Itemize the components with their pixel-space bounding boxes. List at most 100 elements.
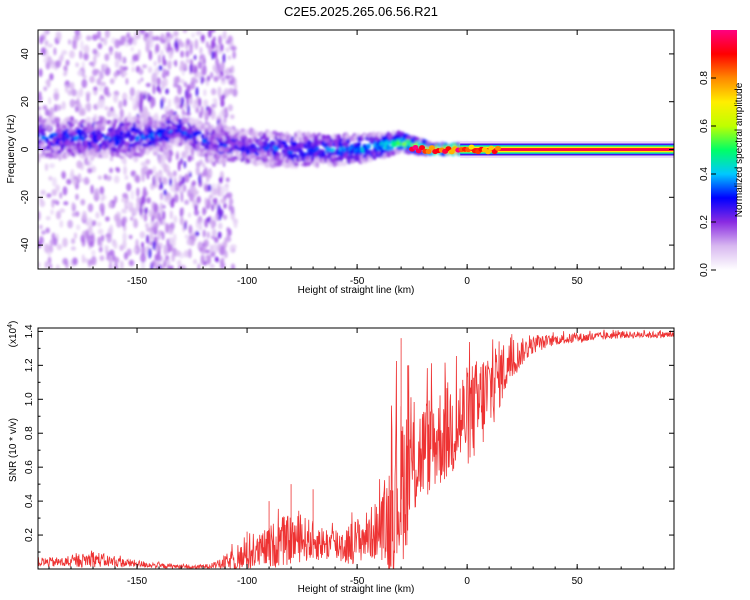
spectrogram-noise-cell [176,260,182,266]
spectrogram-noise-cell [92,48,98,55]
spectrogram-streak-cell [189,43,193,55]
colorbar-tick-label: 0.4 [699,167,710,181]
spectrogram-noise-cell [145,227,152,233]
spectrogram-noise-cell [123,165,127,176]
spectrogram-ridge-cell [185,145,192,150]
spectrogram-streak-cell [148,30,153,38]
spectrogram-noise-cell [113,175,120,184]
snr-y-scale-label: (x104) [7,321,19,348]
spectrogram-ridge-cell [135,128,141,134]
spectrogram-noise-cell [113,241,118,250]
spectrogram-streak-cell [214,50,218,60]
spectrogram-streak-cell [193,54,197,61]
spectrogram-noise-cell [187,212,192,218]
spectrogram-noise-cell [43,57,48,64]
spectrogram-noise-cell [121,197,127,203]
spectrogram-noise-cell [47,56,53,65]
spectrogram-noise-cell [153,60,157,67]
spectrogram-streak-cell [199,55,202,61]
spectrogram-noise-cell [222,214,228,220]
spectrogram-noise-cell [56,104,62,111]
spectrogram-noise-cell [53,104,58,112]
spectrogram-ridge-cell [66,147,73,154]
spectrogram-noise-cell [218,222,223,230]
spectrogram-noise-cell [137,79,141,85]
spectrogram-noise-cell [208,170,213,177]
spectrogram-noise-cell [93,86,98,91]
spectrogram-streak-cell [211,39,215,50]
spectrogram-streak-cell [170,265,174,269]
spectrogram-ridge-cell [307,140,312,145]
spectrogram-ridge-cell [214,159,220,164]
spectrogram-streak-cell [177,160,181,172]
spectrogram-ridge-cell [315,146,320,151]
spectrogram-streak-cell [217,231,222,239]
spectrogram-noise-cell [96,30,101,40]
spectrogram-noise-cell [227,192,233,199]
spectrogram-noise-cell [75,193,79,201]
spectrogram-noise-cell [70,238,76,245]
spectrogram-noise-cell [172,170,177,177]
spectrogram-noise-cell [165,110,171,116]
spectrogram-noise-cell [122,66,129,71]
spectrogram-streak-cell [198,174,201,185]
spectrogram-streak-cell [218,176,223,183]
spectrogram-noise-cell [118,100,123,110]
spectrogram-ridge-cell [130,134,136,141]
spectrogram-noise-cell [224,74,231,80]
spectrogram-noise-cell [106,233,112,243]
spectrogram-noise-cell [176,104,180,110]
spectrogram-noise-cell [52,199,58,204]
spectrogram-noise-cell [70,246,77,251]
spectrogram-noise-cell [96,78,102,86]
snr-y-tick-label: 0.8 [24,426,35,440]
spectrogram-ridge-cell [325,146,332,152]
snr-y-tick-label: 1.4 [24,324,35,338]
spectrogram-streak-cell [167,42,171,51]
spectrogram-ridge-cell [328,162,334,167]
spectrogram-streak-cell [223,202,227,209]
spectrogram-streak-cell [189,63,193,74]
spectrogram-streak-cell [182,30,188,34]
snr-y-label: SNR (10 * v/v) [8,418,19,482]
spectrogram-streak-cell [163,246,168,256]
spectrogram-ridge-cell [70,116,75,122]
spectrogram-noise-cell [124,42,130,47]
spectrogram-ridge-cell [306,131,311,137]
spectrogram-noise-cell [93,188,100,198]
spectrogram-noise-cell [85,35,92,41]
spectrogram-streak-cell [189,172,192,178]
spectrogram-streak-cell [221,198,226,205]
spectrogram-streak-cell [206,198,211,208]
spectrogram-noise-cell [107,175,112,181]
spectrogram-streak-cell [166,169,171,177]
spectrogram-ridge-cell [147,120,153,127]
spectrogram-streak-cell [146,172,150,180]
spectrogram-streak-cell [136,187,140,197]
spectrogram-streak-cell [187,248,192,259]
spectrogram-noise-cell [139,231,146,239]
spectrogram-noise-cell [195,30,202,36]
spectrogram-streak-cell [212,64,217,72]
spectrogram-streak-cell [160,181,164,190]
spectrogram-noise-cell [56,31,62,42]
spectrogram-streak-cell [180,96,185,107]
spectrogram-streak-cell [148,209,152,218]
spectrogram-ridge-cell [346,138,351,144]
spectrogram-ridge-cell [336,134,341,141]
colorbar: 0.0 0.2 0.4 0.6 0.8 Normalized spectral ampl… [699,30,745,277]
spectrogram-transition-cell [488,145,495,151]
spectrogram-streak-cell [141,195,146,204]
spectrogram-streak-cell [194,204,198,211]
spectrogram-transition-cell [491,149,498,155]
spectrogram-ridge-cell [204,124,209,129]
spectrogram-noise-cell [208,194,214,199]
spectrogram-ridge-cell [75,128,82,135]
spectrogram-noise-cell [109,167,114,174]
snr-x-ticks: -150 -100 -50 0 50 [48,328,666,587]
spectrogram-noise-cell [145,158,151,165]
spectrogram-noise-cell [62,237,68,248]
spectrogram-noise-cell [43,30,48,38]
spectrogram-streak-cell [149,230,154,242]
spectrogram-noise-cell [80,198,86,206]
